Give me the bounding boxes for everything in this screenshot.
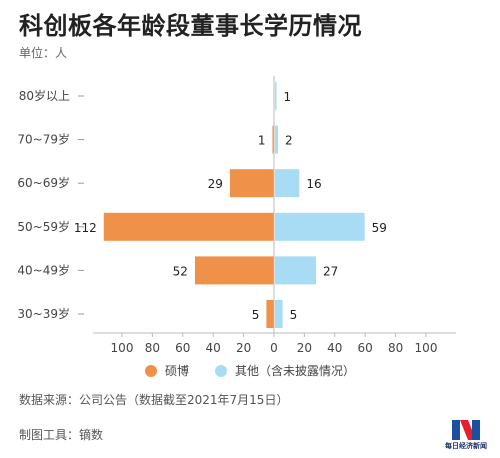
value-label-right: 59 <box>372 221 387 235</box>
x-tick-label: 20 <box>297 341 312 355</box>
x-tick-label: 80 <box>145 341 160 355</box>
category-label: 30~39岁 <box>17 306 70 321</box>
legend-label-other: 其他（含未披露情况） <box>235 364 356 378</box>
legend-label-masters-phd: 硕博 <box>164 364 189 378</box>
bar-right <box>275 256 317 285</box>
brand-logo <box>452 420 480 440</box>
x-tick-label: 60 <box>175 341 190 355</box>
value-label-left: 52 <box>173 264 188 278</box>
value-label-left: 29 <box>208 177 223 191</box>
value-label-left: 112 <box>74 221 97 235</box>
category-label: 70~79岁 <box>17 132 70 147</box>
bar-left <box>229 169 274 198</box>
bar-right <box>275 82 277 110</box>
brand-name: 每日经济新闻 <box>445 442 487 450</box>
category-label: 80岁以上 <box>19 88 70 103</box>
legend-item-other: 其他（含未披露情况） <box>215 362 355 379</box>
x-tick-label: 20 <box>236 341 251 355</box>
bar-left <box>103 212 274 241</box>
bar-right <box>275 169 300 198</box>
x-tick-label: 40 <box>327 341 342 355</box>
chart-title: 科创板各年龄段董事长学历情况 <box>19 12 362 40</box>
chart-maker: 制图工具：镝数 <box>19 428 104 442</box>
bar-right <box>275 125 279 154</box>
value-label-right: 5 <box>290 308 298 322</box>
bar-left <box>266 300 274 328</box>
unit-label: 单位：人 <box>19 46 68 60</box>
x-tick-label: 100 <box>415 341 438 355</box>
axis-group: 80岁以上 70~79岁 60~69岁 50~59岁 40~49岁 30~39岁 100 80… <box>17 76 456 355</box>
value-label-left: 5 <box>252 308 260 322</box>
legend: 硕博 其他（含未披露情况） <box>0 362 500 379</box>
x-tick-label: 80 <box>388 341 403 355</box>
bar-left <box>194 256 274 285</box>
bar-right <box>275 212 365 241</box>
x-tick-label: 40 <box>206 341 221 355</box>
x-tick-label: 0 <box>270 341 278 355</box>
value-label-right: 1 <box>284 90 292 104</box>
category-label: 60~69岁 <box>17 175 70 190</box>
category-label: 50~59岁 <box>17 219 70 234</box>
bars-group <box>103 82 365 328</box>
x-tick-label: 60 <box>358 341 373 355</box>
data-source: 数据来源：公司公告（数据截至2021年7月15日） <box>19 393 289 407</box>
legend-swatch-other <box>215 364 227 377</box>
legend-item-masters-phd: 硕博 <box>144 362 189 379</box>
bar-left <box>272 125 274 154</box>
legend-swatch-masters-phd <box>144 364 157 377</box>
x-tick-label: 100 <box>111 341 134 355</box>
category-label: 40~49岁 <box>17 262 70 277</box>
value-label-right: 27 <box>323 264 338 278</box>
value-label-right: 16 <box>306 177 321 191</box>
bar-right <box>275 300 283 328</box>
value-label-left: 1 <box>258 134 266 148</box>
value-label-right: 2 <box>285 134 293 148</box>
